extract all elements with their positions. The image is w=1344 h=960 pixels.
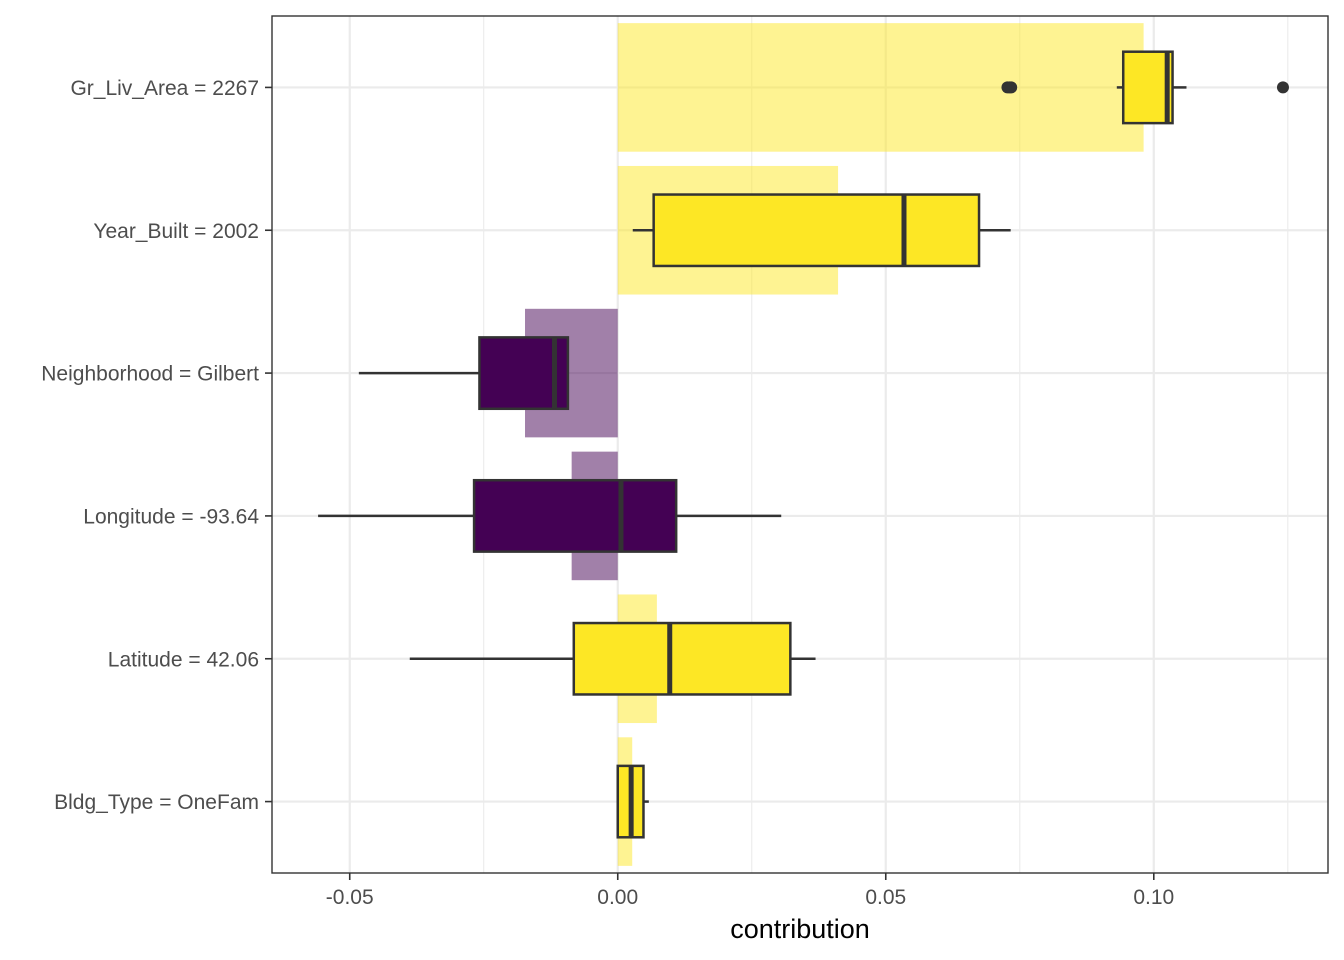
x-tick-label: -0.05	[326, 886, 374, 909]
boxplot	[632, 193, 1011, 268]
contribution-bar	[617, 23, 1144, 152]
axes: -0.05 0.00 0.05 0.10 Gr_Liv_Area = 2267 Year_…	[41, 77, 1174, 909]
boxplot	[1001, 50, 1289, 125]
y-tick-label: Neighborhood = Gilbert	[41, 363, 259, 386]
boxplot	[409, 621, 816, 696]
panel-background	[272, 16, 1328, 873]
boxplot	[318, 478, 782, 553]
y-tick-label: Bldg_Type = OneFam	[54, 791, 259, 814]
y-tick-label: Latitude = 42.06	[108, 648, 259, 671]
boxplot-outlier	[1276, 81, 1289, 94]
boxplot-box	[652, 193, 981, 268]
boxplot-box	[472, 478, 678, 553]
boxplot-box	[1121, 50, 1174, 125]
x-tick-label: 0.05	[865, 886, 906, 909]
x-tick-label: 0.00	[597, 886, 638, 909]
boxplot	[616, 764, 649, 839]
x-axis-title: contribution	[730, 914, 870, 944]
panel-border	[271, 15, 1329, 874]
y-tick-label: Longitude = -93.64	[83, 505, 259, 528]
y-tick-label: Gr_Liv_Area = 2267	[70, 77, 259, 100]
y-tick-label: Year_Built = 2002	[93, 220, 259, 243]
boxplot-box	[572, 621, 792, 696]
boxplot	[358, 336, 570, 411]
boxplot-outlier	[1005, 81, 1018, 94]
boxplots	[318, 50, 1289, 839]
x-tick-label: 0.10	[1133, 886, 1174, 909]
